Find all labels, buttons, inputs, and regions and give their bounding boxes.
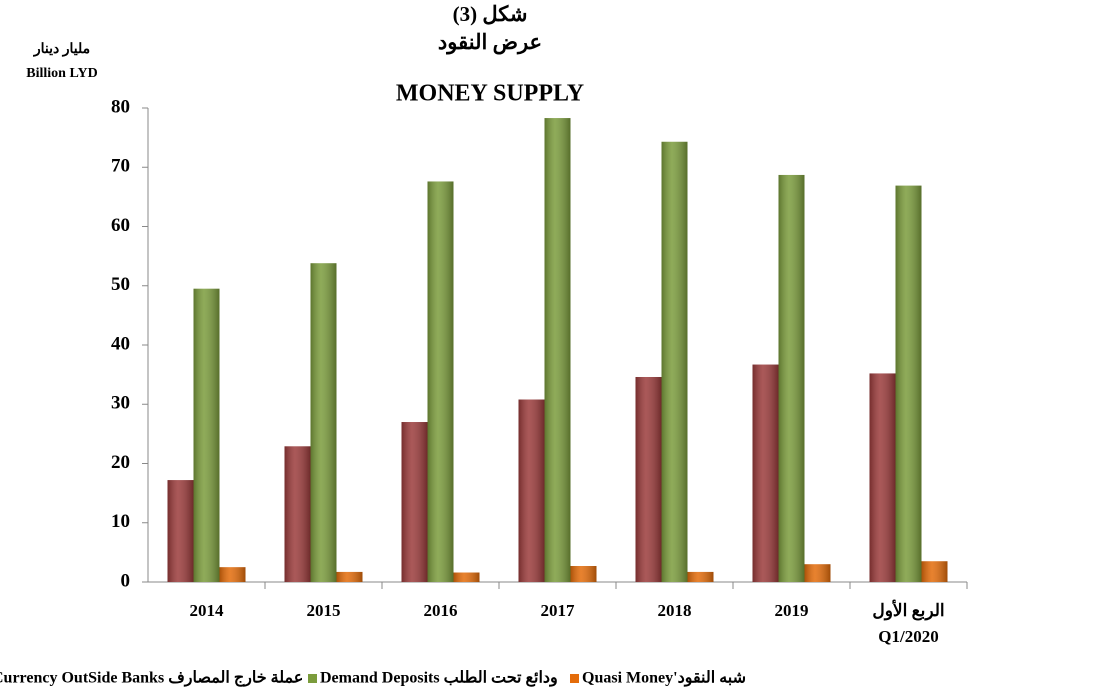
- bar-shade: [778, 174, 805, 582]
- bar-shade: [518, 399, 545, 582]
- y-tick-label: 20: [111, 452, 130, 473]
- bar-shade: [453, 572, 480, 582]
- bar-shade: [427, 181, 454, 582]
- y-tick-label: 10: [111, 511, 130, 532]
- y-tick-label: 60: [111, 215, 130, 236]
- bar-shade: [544, 118, 571, 582]
- bar-shade: [193, 288, 220, 582]
- y-tick-label: 0: [121, 570, 131, 591]
- bar-shade: [869, 373, 896, 582]
- x-tick-label: 2016: [424, 601, 458, 620]
- legend-swatch: [570, 674, 579, 683]
- chart-title: عرض النقود: [438, 30, 542, 55]
- y-axis-label: مليار دينار: [33, 42, 90, 57]
- chart-title: شكل (3): [453, 2, 528, 26]
- x-tick-label: 2018: [658, 601, 692, 620]
- bar-shade: [284, 446, 311, 582]
- legend-label: Demand Deposits ودائع تحت الطلب: [320, 670, 558, 688]
- legend-swatch: [308, 674, 317, 683]
- chart-title: MONEY SUPPLY: [396, 81, 584, 107]
- y-axis-label: Billion LYD: [26, 66, 97, 81]
- bar-shade: [310, 263, 337, 582]
- bar-shade: [921, 561, 948, 582]
- bar-shade: [752, 364, 779, 582]
- bar-shade: [219, 567, 246, 582]
- y-tick-label: 80: [111, 96, 130, 117]
- legend-label: Quasi Money'شبه النقود: [582, 670, 746, 688]
- bar-shade: [570, 566, 597, 582]
- bar-shade: [167, 480, 194, 582]
- x-tick-label: 2014: [190, 601, 225, 620]
- bar-shade: [661, 141, 688, 582]
- y-tick-label: 50: [111, 274, 130, 295]
- x-tick-label: 2019: [775, 601, 809, 620]
- bar-shade: [804, 564, 831, 582]
- bar-shade: [635, 376, 662, 582]
- bar-shade: [687, 571, 714, 582]
- bar-shade: [336, 571, 363, 582]
- legend-label: Currency OutSide Banks عملة خارج المصارف: [0, 670, 303, 688]
- x-tick-label: 2017: [541, 601, 576, 620]
- y-tick-label: 30: [111, 393, 130, 414]
- y-tick-label: 70: [111, 156, 130, 177]
- x-tick-label: 2015: [307, 601, 341, 620]
- x-tick-label: الربع الأول Q1/2020: [872, 599, 944, 646]
- bar-shade: [895, 185, 922, 582]
- bar-shade: [401, 422, 428, 582]
- y-tick-label: 40: [111, 333, 130, 354]
